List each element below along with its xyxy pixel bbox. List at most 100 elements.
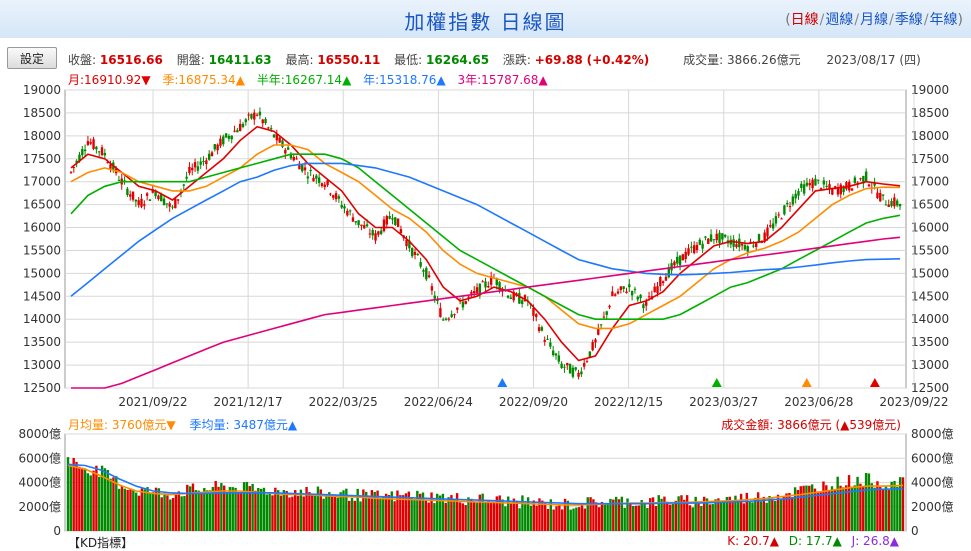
candle-body <box>377 231 380 235</box>
candle-body <box>495 278 498 286</box>
volume-bar <box>535 505 538 531</box>
candle-body <box>695 244 699 251</box>
candle-body <box>348 210 352 212</box>
candle-body <box>464 301 467 304</box>
candle-body <box>83 149 87 152</box>
volume-bar <box>654 505 658 531</box>
volume-bar <box>631 505 635 531</box>
candle-body <box>295 158 298 160</box>
candle-body <box>825 185 828 187</box>
y-tick-label-right: 18500 <box>911 106 949 120</box>
candle-body <box>100 147 104 156</box>
volume-bar <box>234 487 237 531</box>
candle-body <box>529 303 532 305</box>
candle-body <box>594 339 597 343</box>
candle-body <box>828 184 831 189</box>
y-tick-label-right: 13500 <box>911 335 949 349</box>
volume-bar <box>311 493 314 531</box>
period-weekly-link[interactable]: 週線 <box>825 12 854 28</box>
volume-bar <box>163 493 166 531</box>
volume-bar <box>859 483 862 531</box>
volume-bar <box>200 492 203 531</box>
volume-bar <box>407 491 411 531</box>
low-label: 最低: <box>394 53 423 67</box>
candle-body <box>137 200 140 206</box>
kd-j-value: J: 26.8▲ <box>851 534 899 548</box>
volume-avg-line-月均量 <box>67 464 904 506</box>
candle-body <box>721 233 724 240</box>
candle-body <box>890 200 893 207</box>
candle-body <box>732 239 735 247</box>
period-daily-link[interactable]: 日線 <box>790 12 819 28</box>
candle-body <box>120 178 123 185</box>
candle-body <box>425 268 428 280</box>
candle-body <box>842 186 845 193</box>
y-tick-label-right: 15000 <box>911 266 949 280</box>
candle-body <box>140 198 143 207</box>
period-selector: (日線/週線/月線/季線/年線) <box>785 12 963 28</box>
candle-body <box>410 248 414 257</box>
period-yearly-link[interactable]: 年線 <box>929 12 958 28</box>
settings-button[interactable]: 設定 <box>7 47 57 69</box>
volume-bar <box>450 495 453 531</box>
volume-bar <box>802 485 805 531</box>
x-tick-label: 2023/06/28 <box>784 395 853 409</box>
volume-bar <box>893 480 896 531</box>
candle-body <box>647 296 651 298</box>
volume-bar <box>822 481 825 531</box>
candle-body <box>893 197 896 207</box>
volume-bar <box>666 501 669 531</box>
volume-bar <box>350 498 354 531</box>
volume-bar <box>143 489 146 531</box>
candle-body <box>563 366 566 368</box>
volume-y-tick-left: 0 <box>53 524 61 538</box>
candle-body <box>219 138 222 146</box>
candle-body <box>780 218 783 220</box>
volume-bar <box>376 490 379 531</box>
volume-bar <box>700 506 703 531</box>
candle-body <box>684 251 687 259</box>
period-monthly-link[interactable]: 月線 <box>860 12 889 28</box>
volume-bar <box>487 499 490 531</box>
volume-bar <box>214 480 217 531</box>
volume-y-tick-left: 4000億 <box>18 476 61 490</box>
volume-bar <box>836 476 839 531</box>
candle-body <box>368 233 372 235</box>
volume-bar <box>762 496 766 531</box>
candle-body <box>126 188 129 196</box>
candle-body <box>667 267 670 278</box>
candle-body <box>473 291 476 294</box>
y-tick-label-left: 16000 <box>23 221 61 235</box>
candle-body <box>193 162 197 168</box>
candle-body <box>179 191 183 193</box>
candle-body <box>515 293 518 296</box>
candle-body <box>554 353 558 356</box>
ma-line-3年 <box>71 236 901 389</box>
period-quarterly-link[interactable]: 季線 <box>894 12 923 28</box>
volume-bar <box>242 482 246 531</box>
candle-body <box>687 248 690 255</box>
candle-body <box>408 240 411 249</box>
volume-bar <box>791 497 794 531</box>
candle-body <box>769 225 772 227</box>
candle-body <box>749 241 752 244</box>
volume-bar <box>796 489 800 531</box>
y-tick-label-right: 16500 <box>911 198 949 212</box>
volume-bar <box>81 467 84 531</box>
change-percent: (+0.42%) <box>586 53 650 67</box>
volume-bar <box>609 498 612 531</box>
volume-plot-frame <box>64 433 907 532</box>
candle-body <box>145 193 149 196</box>
volume-bar <box>399 495 402 531</box>
ma-line-半年 <box>70 153 901 320</box>
volume-bar <box>401 495 405 531</box>
y-tick-label-right: 15500 <box>911 243 949 257</box>
candle-body <box>895 200 899 206</box>
candle-body <box>210 152 214 157</box>
volume-bar <box>793 487 797 531</box>
volume-bar <box>742 503 746 531</box>
candle-body <box>726 240 730 244</box>
candle-body <box>549 342 552 347</box>
volume-bar <box>410 498 413 531</box>
y-tick-label-left: 14500 <box>23 289 61 303</box>
